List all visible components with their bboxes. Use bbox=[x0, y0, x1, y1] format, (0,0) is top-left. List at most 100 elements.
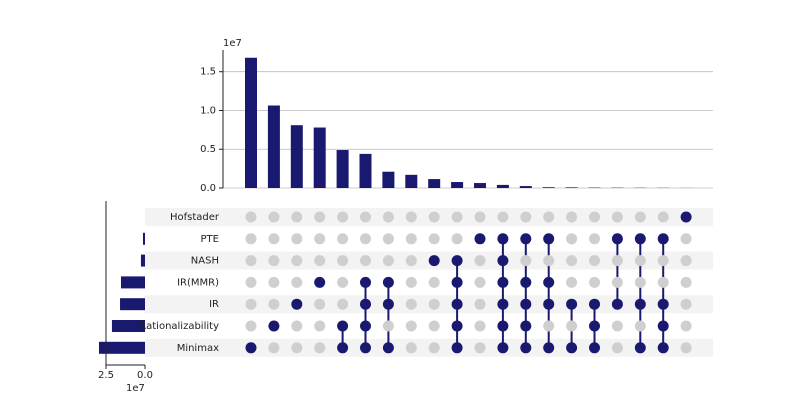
matrix-dot bbox=[451, 320, 463, 332]
matrix-dot bbox=[291, 276, 303, 288]
matrix-dot bbox=[680, 211, 692, 223]
matrix-dot bbox=[314, 298, 326, 310]
matrix-dot bbox=[566, 298, 578, 310]
bar bbox=[496, 184, 509, 188]
matrix-dot bbox=[543, 276, 555, 288]
matrix-dot bbox=[405, 276, 417, 288]
matrix-dot bbox=[245, 298, 257, 310]
matrix-dot bbox=[314, 276, 326, 288]
matrix-dot bbox=[474, 342, 486, 354]
matrix-dot bbox=[337, 320, 349, 332]
matrix-dot bbox=[611, 342, 623, 354]
matrix-dot bbox=[314, 211, 326, 223]
matrix-dot bbox=[543, 342, 555, 354]
matrix-dot bbox=[405, 255, 417, 267]
matrix-dot bbox=[428, 211, 440, 223]
matrix-dot bbox=[245, 276, 257, 288]
matrix-dot bbox=[382, 255, 394, 267]
y-tick-label: 0.0 bbox=[200, 183, 216, 194]
y-tick-label: 1.0 bbox=[200, 105, 216, 116]
set-bar bbox=[142, 232, 145, 245]
set-label: NASH bbox=[191, 256, 219, 267]
matrix-dot bbox=[314, 320, 326, 332]
matrix-dot bbox=[543, 255, 555, 267]
matrix-dot bbox=[589, 298, 600, 310]
matrix-dot bbox=[520, 211, 532, 223]
matrix-dot bbox=[291, 320, 303, 332]
matrix-dot bbox=[360, 342, 371, 354]
matrix-dot bbox=[611, 320, 623, 332]
matrix-dot bbox=[589, 211, 600, 223]
matrix-dot bbox=[268, 255, 280, 267]
matrix-dot bbox=[657, 298, 669, 310]
matrix-dot bbox=[451, 233, 463, 245]
matrix-dot bbox=[497, 298, 509, 310]
matrix-dot bbox=[405, 342, 417, 354]
matrix-dot bbox=[566, 255, 578, 267]
matrix-dot bbox=[543, 320, 555, 332]
set-label: IR(MMR) bbox=[177, 277, 219, 288]
matrix-dot bbox=[634, 342, 646, 354]
bar bbox=[542, 187, 555, 188]
matrix-dot bbox=[497, 276, 509, 288]
matrix-dot bbox=[314, 233, 326, 245]
matrix-dot bbox=[382, 276, 394, 288]
matrix-dot bbox=[543, 298, 555, 310]
matrix-dot bbox=[360, 211, 371, 223]
matrix-dot bbox=[566, 276, 578, 288]
bar bbox=[290, 125, 303, 188]
matrix-dot bbox=[611, 255, 623, 267]
matrix-dot bbox=[566, 233, 578, 245]
offset-label: 1e7 bbox=[223, 38, 242, 49]
bar bbox=[313, 127, 326, 188]
matrix-dot bbox=[634, 298, 646, 310]
matrix-dot bbox=[474, 276, 486, 288]
matrix-dot bbox=[268, 233, 280, 245]
matrix-dot bbox=[428, 233, 440, 245]
set-label: IR bbox=[209, 299, 219, 310]
matrix-dot bbox=[520, 276, 532, 288]
matrix-dot bbox=[428, 276, 440, 288]
matrix-dot bbox=[634, 233, 646, 245]
matrix-dot bbox=[428, 255, 440, 267]
matrix-dot bbox=[428, 320, 440, 332]
matrix-dot bbox=[245, 342, 257, 354]
matrix-dot bbox=[611, 298, 623, 310]
matrix-dot bbox=[566, 342, 578, 354]
set-bar bbox=[98, 341, 145, 354]
matrix-dot bbox=[245, 255, 257, 267]
matrix-dot bbox=[680, 342, 692, 354]
matrix-dot bbox=[543, 233, 555, 245]
matrix-dot bbox=[451, 211, 463, 223]
matrix-dot bbox=[657, 320, 669, 332]
matrix-dot bbox=[497, 320, 509, 332]
matrix-dot bbox=[337, 233, 349, 245]
matrix-dot bbox=[268, 320, 280, 332]
matrix-dot bbox=[405, 320, 417, 332]
bar bbox=[519, 186, 532, 188]
matrix-dot bbox=[382, 320, 394, 332]
matrix-dot bbox=[428, 342, 440, 354]
bar bbox=[359, 153, 372, 188]
matrix-dot bbox=[291, 211, 303, 223]
matrix-dot bbox=[589, 342, 600, 354]
set-bar bbox=[111, 320, 145, 332]
matrix-dot bbox=[520, 320, 532, 332]
bar bbox=[428, 179, 441, 188]
matrix-dot bbox=[520, 298, 532, 310]
matrix-dot bbox=[337, 342, 349, 354]
matrix-dot bbox=[428, 298, 440, 310]
set-label: PTE bbox=[201, 234, 219, 245]
matrix-dot bbox=[657, 233, 669, 245]
matrix-dot bbox=[589, 320, 600, 332]
set-bar bbox=[120, 276, 145, 289]
matrix-dot bbox=[634, 276, 646, 288]
bar bbox=[336, 150, 349, 188]
set-label: Rationalizability bbox=[139, 321, 219, 332]
matrix-dot bbox=[657, 342, 669, 354]
bar bbox=[565, 187, 578, 188]
matrix-dot bbox=[337, 255, 349, 267]
set-bar bbox=[120, 298, 145, 311]
matrix-dot bbox=[382, 211, 394, 223]
